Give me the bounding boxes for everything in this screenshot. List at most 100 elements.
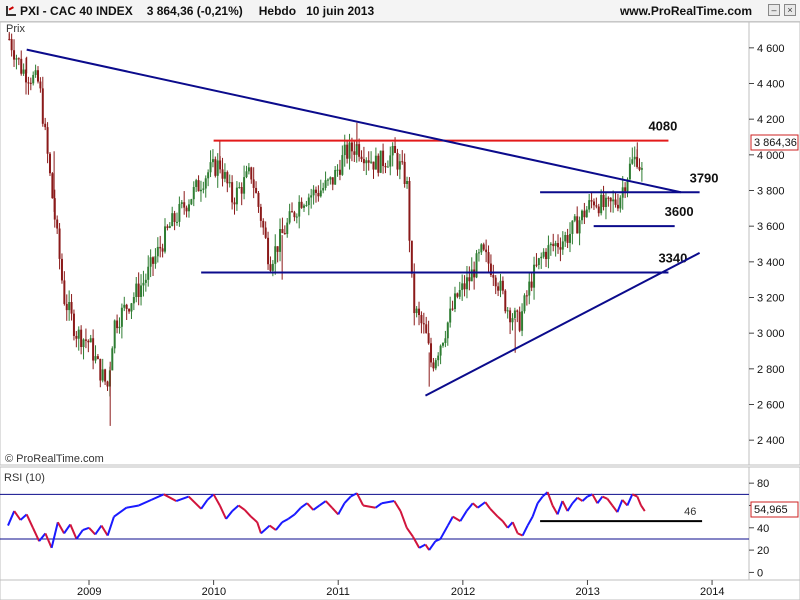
candle-body: [29, 82, 32, 84]
rsi-scale[interactable]: [748, 466, 800, 581]
price-tick-label: 3 200: [757, 293, 785, 305]
candle-body: [370, 161, 373, 163]
rsi-segment: [556, 500, 564, 515]
minimize-icon[interactable]: –: [768, 4, 780, 16]
candle-body: [592, 201, 595, 206]
candle-body: [8, 38, 11, 40]
candle-body: [171, 213, 174, 226]
candle-body: [499, 280, 502, 291]
candle-body: [53, 198, 56, 220]
candle-body: [487, 252, 490, 264]
rsi-segment: [50, 521, 59, 549]
candle-body: [396, 152, 399, 170]
close-icon[interactable]: ×: [784, 4, 796, 16]
time-tick-label: 2010: [202, 586, 226, 598]
time-axis[interactable]: [0, 579, 800, 600]
candle-body: [319, 190, 322, 197]
candle-body: [37, 70, 40, 82]
candle-body: [489, 263, 492, 276]
rsi-segment: [206, 493, 215, 501]
candle-body: [247, 167, 250, 172]
candle-body: [314, 189, 317, 193]
rsi-segment: [256, 521, 262, 534]
chart-type-icon[interactable]: [6, 6, 16, 16]
candle-body: [322, 187, 325, 191]
candle-body: [291, 211, 294, 213]
candle-body: [72, 313, 75, 336]
rsi-segment: [566, 502, 574, 512]
rsi-segment: [616, 499, 624, 513]
candle-body: [137, 283, 140, 297]
candle-body: [120, 307, 123, 327]
candle-body: [159, 246, 162, 249]
rsi-segment: [606, 498, 614, 507]
rsi-segment: [399, 510, 408, 529]
level-label-3790: 3790: [690, 170, 719, 185]
rsi-segment: [447, 516, 454, 527]
rsi-segment: [325, 500, 333, 509]
candle-body: [391, 145, 394, 156]
rsi-segment: [452, 515, 461, 522]
candle-body: [286, 222, 289, 235]
rsi-segment: [412, 536, 421, 549]
site-url[interactable]: www.ProRealTime.com: [619, 4, 752, 18]
candle-body: [420, 315, 423, 324]
candle-body: [202, 188, 205, 190]
candle-body: [63, 280, 66, 304]
rsi-segment: [362, 504, 376, 509]
price-axis-ticks: 2 400 2 600 2 800 3 000 3 200 3 400 3 600 3 800…: [749, 43, 785, 447]
candle-body: [228, 182, 231, 184]
candle-body: [480, 244, 483, 253]
candle-body: [48, 153, 51, 174]
candle-body: [542, 251, 545, 257]
candle-body: [209, 162, 212, 173]
rsi-segment: [63, 523, 72, 534]
candle-body: [175, 221, 178, 223]
candle-body: [27, 82, 30, 84]
candle-body: [374, 155, 377, 170]
rsi-segment: [526, 516, 534, 527]
candle-body: [425, 324, 428, 334]
candle-body: [17, 58, 20, 60]
rsi-segment: [546, 491, 554, 506]
candle-body: [578, 220, 581, 234]
candle-body: [422, 323, 425, 325]
price-scale[interactable]: [748, 21, 800, 466]
price-tick-label: 4 600: [757, 43, 785, 55]
instrument-name: PXI - CAC 40 INDEX: [20, 4, 133, 18]
candle-body: [485, 249, 488, 253]
candle-body: [80, 329, 83, 348]
candle-body: [604, 197, 607, 208]
candle-body: [406, 180, 409, 185]
candle-body: [554, 243, 557, 247]
rsi-segment: [435, 538, 441, 543]
candle-body: [441, 343, 444, 346]
candle-body: [453, 293, 456, 309]
rsi-segment: [200, 499, 209, 510]
candle-body: [125, 304, 128, 310]
rsi-segment: [100, 525, 109, 537]
rsi-segment: [591, 493, 599, 504]
candle-body: [22, 69, 25, 74]
candle-body: [130, 303, 133, 312]
rsi-segment: [287, 513, 296, 520]
candle-body: [384, 166, 387, 168]
candle-body: [123, 304, 126, 308]
candle-body: [20, 58, 23, 74]
candle-body: [329, 177, 332, 180]
rsi-segment: [343, 495, 352, 504]
candle-body: [46, 127, 49, 154]
time-tick-label: 2011: [326, 586, 350, 598]
rsi-tick-label: 40: [757, 523, 769, 535]
candle-body: [350, 142, 353, 152]
candle-body: [96, 356, 99, 359]
candle-body: [612, 199, 615, 202]
candle-body: [607, 197, 610, 199]
candle-body: [602, 194, 605, 208]
candle-body: [262, 220, 265, 228]
candle-body: [87, 340, 90, 343]
candle-body: [324, 180, 327, 188]
last-price-label: 3 864,36: [754, 137, 797, 149]
candle-body: [269, 264, 272, 271]
